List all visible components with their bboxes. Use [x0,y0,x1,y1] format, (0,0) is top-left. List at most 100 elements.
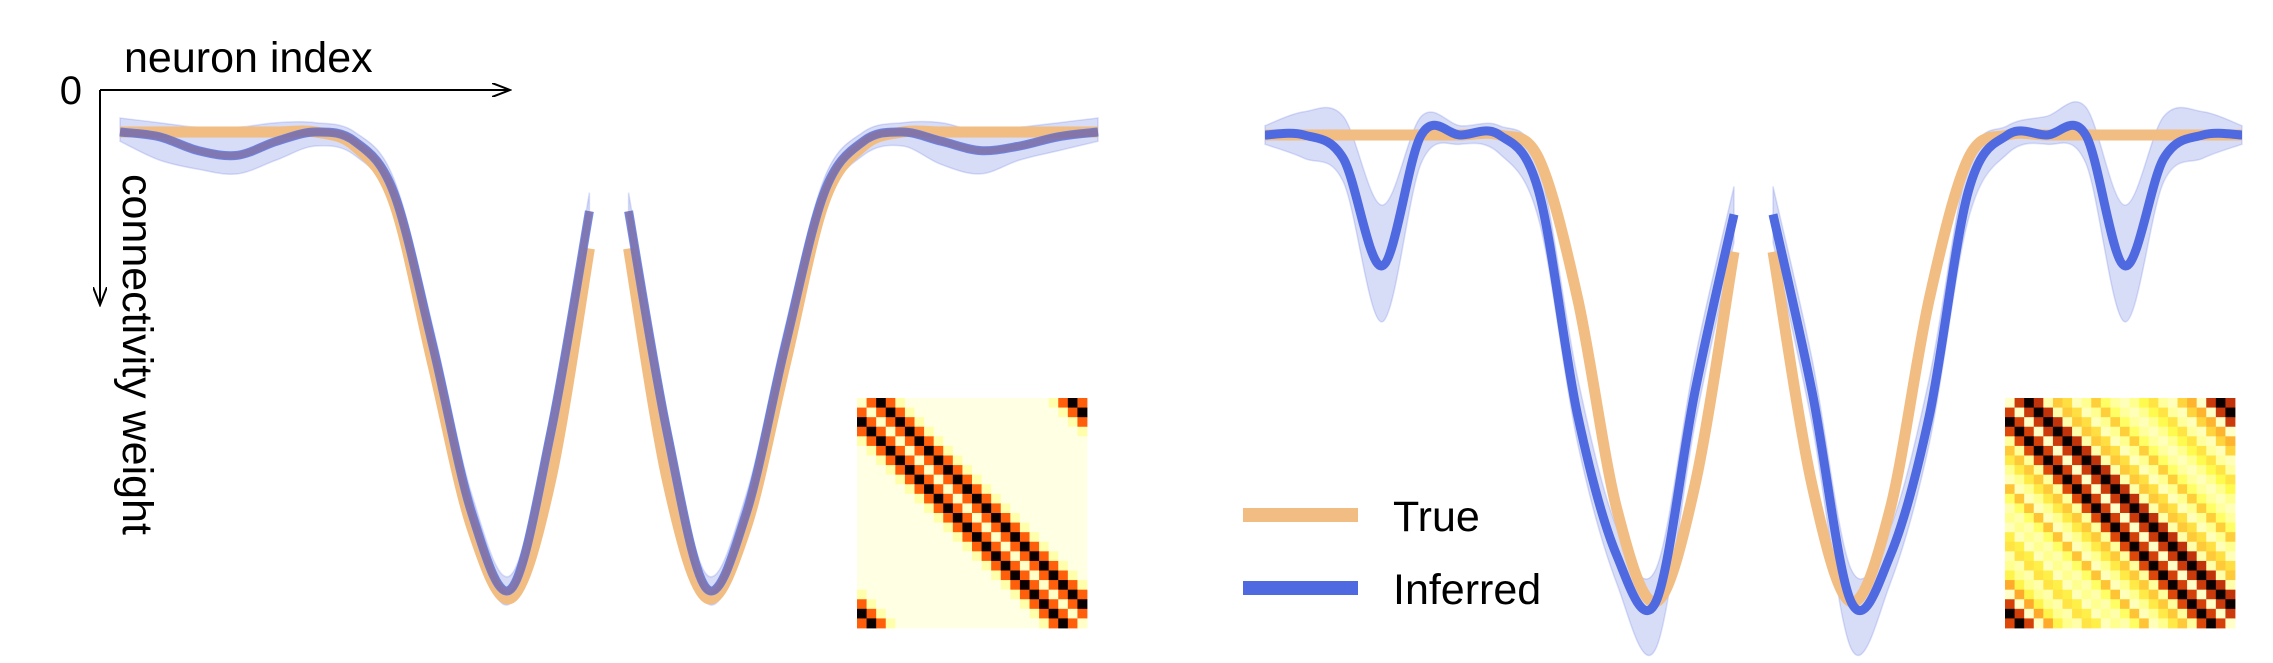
heatmap-cell [2052,589,2063,600]
heatmap-cell [866,445,877,456]
heatmap-cell [2206,513,2217,523]
heatmap-cell [2110,465,2121,476]
heatmap-cell [1058,599,1069,610]
heatmap-cell [2225,570,2236,581]
heatmap-cell [2033,589,2044,600]
heatmap-cell [2129,465,2140,476]
heatmap-cell [2043,417,2054,428]
heatmap-cell [1067,522,1078,533]
heatmap-cell [2158,484,2169,495]
heatmap-cell [1039,407,1050,418]
heatmap-cell [885,493,896,504]
heatmap-cell [1058,608,1069,619]
heatmap-cell [2062,503,2073,514]
heatmap-cell [2072,407,2083,418]
heatmap-cell [2206,618,2217,629]
heatmap-cell [962,455,973,466]
heatmap-cell [972,484,982,495]
heatmap-cell [2196,599,2207,610]
heatmap-cell [2177,551,2188,562]
heatmap-cell [876,407,887,418]
heatmap-cell [2177,455,2188,466]
heatmap-cell [2148,513,2159,523]
heatmap-cell [2215,465,2226,476]
heatmap-cell [2148,589,2159,600]
heatmap-cell [924,398,935,408]
heatmap-cell [1029,426,1040,437]
heatmap-cell [2043,589,2054,600]
heatmap-cell [1067,484,1078,495]
heatmap-cell [981,532,992,543]
heatmap-cell [972,513,982,523]
heatmap-cell [2167,618,2178,629]
heatmap-cell [1077,426,1088,437]
heatmap-cell [2091,465,2102,476]
heatmap-cell [2062,474,2073,485]
heatmap-cell [1039,513,1050,523]
heatmap-cell [1048,426,1059,437]
heatmap-cell [981,522,992,533]
heatmap-cell [2024,455,2035,466]
heatmap-cell [1010,560,1021,571]
heatmap-cell [2033,541,2044,552]
heatmap-cell [895,493,906,504]
heatmap-cell [952,570,963,581]
heatmap-cell [2014,618,2025,629]
heatmap-cell [2100,589,2111,600]
heatmap-cell [2043,608,2054,619]
heatmap-cell [2129,445,2140,456]
heatmap-cell [991,551,1002,562]
heatmap-cell [2072,465,2083,476]
heatmap-cell [2187,551,2198,562]
heatmap-cell [933,407,944,418]
heatmap-cell [2062,465,2073,476]
left-inferred-series [119,127,1099,596]
heatmap-cell [2014,493,2025,504]
heatmap-cell [1077,445,1088,456]
heatmap-cell [2225,608,2236,619]
heatmap-cell [2014,551,2025,562]
heatmap-cell [1029,589,1040,600]
heatmap-cell [2225,580,2236,591]
heatmap-cell [2177,532,2188,543]
heatmap-cell [885,474,896,485]
heatmap-cell [2081,532,2092,543]
heatmap-cell [1067,570,1078,581]
heatmap-cell [1048,532,1059,543]
heatmap-cell [885,599,896,610]
heatmap-cell [2129,436,2140,447]
heatmap-cell [943,484,954,495]
heatmap-cell [1019,426,1030,437]
heatmap-cell [2062,570,2073,581]
heatmap-cell [943,560,954,571]
heatmap-cell [1067,589,1078,600]
heatmap-cell [1010,398,1021,408]
heatmap-cell [2148,551,2159,562]
heatmap-cell [2158,426,2169,437]
heatmap-cell [2043,493,2054,504]
heatmap-cell [857,599,867,610]
heatmap-cell [2110,513,2121,523]
heatmap-cell [2043,398,2054,408]
heatmap-cell [2033,484,2044,495]
heatmap-cell [2072,474,2083,485]
heatmap-cell [876,560,887,571]
heatmap-cell [1048,436,1059,447]
heatmap-cell [2033,445,2044,456]
heatmap-cell [2043,474,2054,485]
heatmap-cell [2081,493,2092,504]
heatmap-cell [1048,541,1059,552]
heatmap-cell [1000,532,1011,543]
heatmap-cell [2062,608,2073,619]
heatmap-cell [924,532,935,543]
heatmap-cell [991,455,1002,466]
heatmap-cell [1019,570,1030,581]
heatmap-cell [2091,398,2102,408]
heatmap-cell [876,436,887,447]
heatmap-cell [943,541,954,552]
heatmap-cell [2100,532,2111,543]
heatmap-cell [1067,436,1078,447]
heatmap-cell [2129,474,2140,485]
heatmap-cell [2196,503,2207,514]
heatmap-cell [2005,570,2015,581]
